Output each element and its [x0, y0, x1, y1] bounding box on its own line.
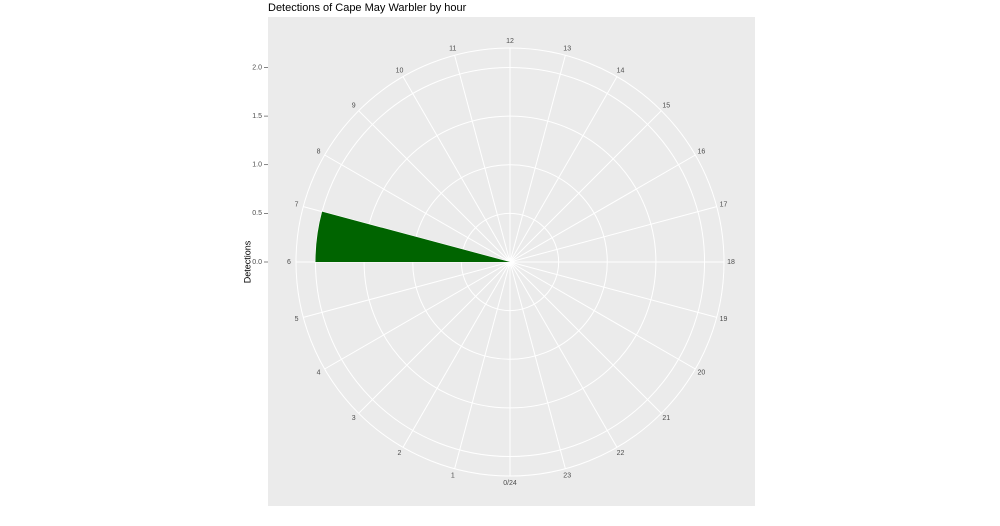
y-tick-label: 0.5 — [252, 210, 262, 217]
grid-spoke — [324, 154, 511, 263]
chart-title: Detections of Cape May Warbler by hour — [268, 2, 467, 14]
x-tick-label: 19 — [720, 316, 728, 323]
x-tick-label: 20 — [697, 369, 705, 376]
y-tick-label: 0.0 — [252, 259, 262, 266]
x-tick-label: 2 — [398, 450, 402, 457]
grid-spoke — [509, 261, 696, 370]
x-tick-label: 16 — [697, 148, 705, 155]
x-tick-label: 7 — [295, 202, 299, 209]
y-tick-label: 1.5 — [252, 113, 262, 120]
grid-spoke — [509, 261, 566, 469]
grid-spoke — [358, 110, 511, 263]
x-tick-label: 5 — [295, 316, 299, 323]
x-tick-label: 10 — [396, 67, 404, 74]
grid-spoke — [402, 76, 511, 263]
grid-spoke — [509, 110, 662, 263]
grid-spoke — [509, 206, 717, 263]
x-tick-label: 11 — [449, 45, 456, 52]
y-axis-title: Detections — [242, 240, 252, 283]
x-tick-label: 13 — [563, 45, 571, 52]
x-tick-label: 3 — [352, 415, 356, 422]
grid-spoke — [509, 261, 717, 318]
x-tick-label: 1 — [451, 472, 455, 479]
x-tick-label: 15 — [662, 103, 670, 110]
x-tick-label: 23 — [563, 472, 571, 479]
grid-spoke — [303, 261, 511, 318]
y-tick-label: 1.0 — [252, 162, 262, 169]
x-tick-label: 18 — [727, 259, 735, 266]
y-tick-label: 2.0 — [252, 64, 262, 71]
grid-spoke — [509, 261, 662, 414]
x-tick-label: 14 — [617, 67, 625, 74]
x-tick-label: 6 — [287, 259, 291, 266]
grid-spoke — [454, 55, 511, 263]
x-tick-label: 9 — [352, 103, 356, 110]
x-tick-label: 8 — [317, 148, 321, 155]
x-tick-label: 12 — [506, 38, 514, 45]
grid-spoke — [324, 261, 511, 370]
grid-spoke — [454, 261, 511, 469]
x-tick-label: 0/24 — [503, 480, 517, 487]
x-tick-label: 17 — [720, 202, 728, 209]
x-tick-label: 4 — [317, 369, 321, 376]
x-tick-label: 21 — [662, 415, 670, 422]
grid-spoke — [509, 261, 618, 448]
grid-spoke — [358, 261, 511, 414]
grid-spoke — [402, 261, 511, 448]
grid-spoke — [509, 55, 566, 263]
x-tick-label: 22 — [617, 450, 625, 457]
grid-spoke — [509, 154, 696, 263]
bar — [315, 211, 510, 262]
grid-spoke — [509, 76, 618, 263]
